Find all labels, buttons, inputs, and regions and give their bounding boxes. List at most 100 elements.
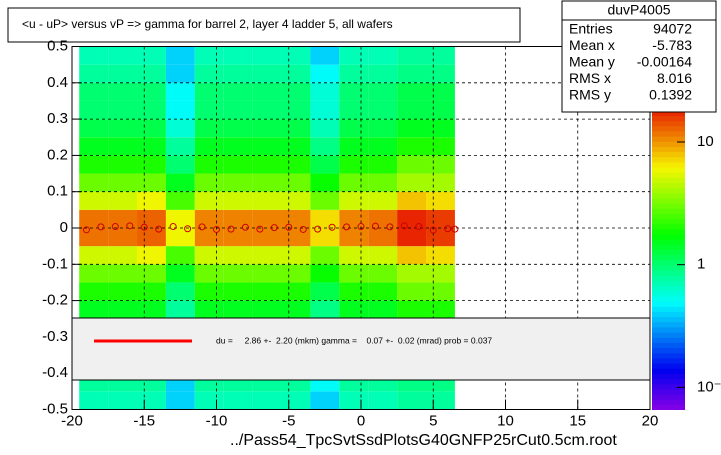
heat-cell xyxy=(339,264,369,283)
heat-cell xyxy=(339,282,369,301)
colorbar-cell xyxy=(652,394,685,400)
y-tick-label: 0.2 xyxy=(47,146,68,163)
colorbar-cell xyxy=(652,306,685,312)
heat-cell xyxy=(252,173,282,192)
heat-cell xyxy=(108,246,138,265)
x-tick-label: 20 xyxy=(642,412,659,429)
heat-cell xyxy=(165,282,195,301)
heat-cell xyxy=(137,191,166,210)
profile-point xyxy=(140,223,148,231)
colorbar-cell xyxy=(652,125,685,132)
heat-cell xyxy=(310,119,340,138)
heat-cell xyxy=(426,282,455,301)
colorbar-cell xyxy=(652,228,685,235)
heat-cell xyxy=(223,64,253,83)
heat-cell xyxy=(368,391,398,410)
heat-cell xyxy=(79,264,109,283)
heat-cell xyxy=(108,100,138,120)
heat-cell xyxy=(310,264,340,283)
heat-cell xyxy=(223,191,253,210)
colorbar-cell xyxy=(652,223,685,230)
heat-cell xyxy=(281,173,311,192)
y-tick-label: -0.2 xyxy=(42,292,68,309)
heat-cell xyxy=(368,64,398,83)
profile-point xyxy=(285,223,293,231)
y-tick-label: 0 xyxy=(60,219,68,236)
heat-cell xyxy=(368,191,398,210)
colorbar-cell xyxy=(652,265,685,271)
heat-cell xyxy=(397,282,427,301)
colorbar-cell xyxy=(652,208,685,214)
heat-cell xyxy=(368,46,398,65)
heat-cell xyxy=(223,300,253,319)
colorbar-cell xyxy=(652,270,685,276)
heat-cell xyxy=(223,119,253,138)
heat-cell xyxy=(426,246,455,265)
heat-cell xyxy=(281,155,311,174)
heat-cell xyxy=(108,173,138,192)
stats-label: Mean x xyxy=(569,37,615,53)
heat-cell xyxy=(223,46,253,65)
heat-cell xyxy=(165,300,195,319)
heat-cell xyxy=(310,64,340,83)
x-tick-label: -20 xyxy=(61,412,83,429)
heat-cell xyxy=(426,264,455,283)
colorbar-cell xyxy=(652,311,685,318)
heat-cell xyxy=(339,119,369,138)
stats-value: -0.00164 xyxy=(637,54,692,70)
colorbar-cell xyxy=(652,254,685,261)
x-tick-label: -10 xyxy=(206,412,228,429)
heat-cell xyxy=(426,209,455,228)
colorbar-cell xyxy=(652,167,685,173)
colorbar-cell xyxy=(652,296,685,302)
y-tick-label: 0.3 xyxy=(47,110,68,127)
heat-cell xyxy=(397,46,427,65)
heat-cell xyxy=(368,173,398,192)
heat-cell xyxy=(165,173,195,192)
title-box xyxy=(7,7,521,43)
heat-cell xyxy=(137,46,166,65)
heat-cell xyxy=(281,119,311,138)
profile-point xyxy=(126,222,134,230)
heat-cell xyxy=(194,137,224,156)
heat-cell xyxy=(79,391,109,410)
heat-cell xyxy=(165,137,195,156)
y-tick-label: -0.5 xyxy=(42,400,68,417)
heat-cell xyxy=(165,155,195,174)
heat-cell xyxy=(165,228,195,247)
heat-cell xyxy=(281,246,311,265)
heat-cell xyxy=(137,119,166,138)
colorbar-cell xyxy=(652,275,685,282)
heat-cell xyxy=(368,155,398,174)
heat-cell xyxy=(223,173,253,192)
heat-cell xyxy=(165,119,195,138)
colorbar-cell xyxy=(652,239,685,245)
heat-cell xyxy=(397,228,427,247)
heat-cell xyxy=(165,64,195,83)
colorbar-cell xyxy=(652,280,685,287)
heat-cell xyxy=(281,191,311,210)
profile-point xyxy=(357,223,365,231)
profile-point xyxy=(343,223,351,231)
colorbar-cell xyxy=(652,130,685,137)
profile-point xyxy=(415,223,423,231)
heat-cell xyxy=(426,155,455,174)
colorbar-cell xyxy=(652,290,685,297)
heat-cell xyxy=(426,391,455,410)
heat-cell xyxy=(281,100,311,120)
heat-cell xyxy=(165,100,195,120)
y-tick-label: 0.5 xyxy=(47,37,68,54)
profile-point xyxy=(256,225,264,233)
heat-cell xyxy=(194,282,224,301)
heat-cell xyxy=(339,173,369,192)
stats-value: 0.1392 xyxy=(649,87,692,103)
heat-cell xyxy=(426,173,455,192)
profile-point xyxy=(241,223,249,231)
heat-cell xyxy=(194,300,224,319)
colorbar-cell xyxy=(652,388,685,395)
z-tick-label: 10 xyxy=(697,133,714,150)
heat-cell xyxy=(252,155,282,174)
plot-area xyxy=(71,46,651,410)
heat-cell xyxy=(252,209,282,228)
stats-value: 94072 xyxy=(653,21,692,37)
